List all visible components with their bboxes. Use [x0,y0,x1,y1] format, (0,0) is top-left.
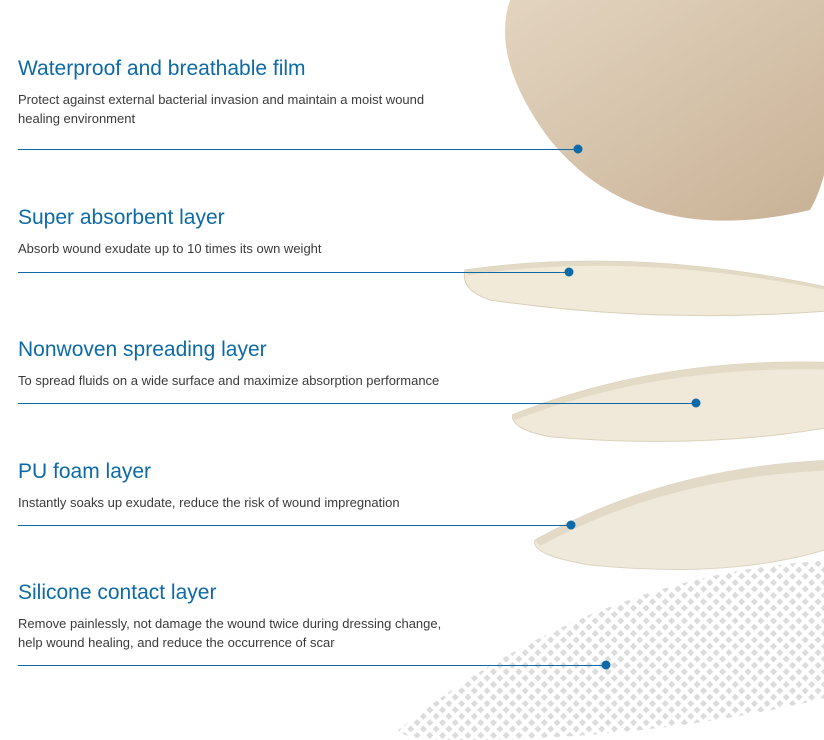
line-bar [18,665,606,666]
layer-description: Protect against external bacterial invas… [18,91,448,129]
layer-section-film: Waterproof and breathable film Protect a… [18,57,448,129]
callout-dot [602,661,611,670]
callout-dot [692,399,701,408]
layer-title: Nonwoven spreading layer [18,338,439,362]
line-bar [18,149,578,150]
callout-line-foam [18,525,571,526]
callout-line-film [18,149,578,150]
callout-dot [565,268,574,277]
line-bar [18,272,569,273]
callout-line-silicone [18,665,606,666]
film-layer-shape [480,0,824,260]
layer-section-silicone: Silicone contact layer Remove painlessly… [18,581,448,653]
layer-title: Super absorbent layer [18,206,322,230]
layer-section-nonwoven: Nonwoven spreading layer To spread fluid… [18,338,439,391]
layer-title: PU foam layer [18,460,400,484]
layer-description: Instantly soaks up exudate, reduce the r… [18,494,400,513]
layer-description: Absorb wound exudate up to 10 times its … [18,240,322,259]
foam-layer-shape [530,460,824,580]
silicone-mesh-shape [398,560,824,740]
layer-title: Silicone contact layer [18,581,448,605]
callout-line-nonwoven [18,403,696,404]
absorbent-layer-shape [460,255,824,325]
callout-dot [574,145,583,154]
line-bar [18,525,571,526]
layer-title: Waterproof and breathable film [18,57,448,81]
layer-description: To spread fluids on a wide surface and m… [18,372,439,391]
callout-dot [567,521,576,530]
layer-section-absorbent: Super absorbent layer Absorb wound exuda… [18,206,322,259]
layer-description: Remove painlessly, not damage the wound … [18,615,448,653]
callout-line-absorbent [18,272,569,273]
line-bar [18,403,696,404]
layer-section-foam: PU foam layer Instantly soaks up exudate… [18,460,400,513]
